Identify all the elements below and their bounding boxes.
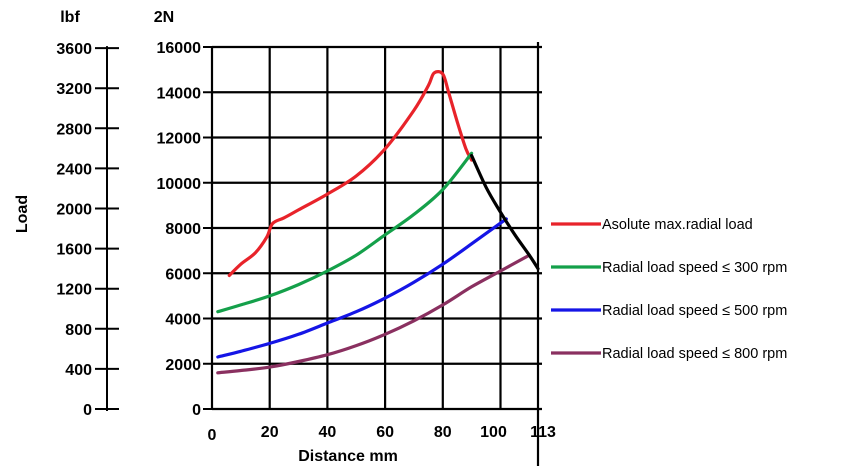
chart-grid <box>210 42 542 466</box>
newton-unit-label: 2N <box>154 9 174 26</box>
y-tick-label-n: 6000 <box>165 266 201 283</box>
x-tick-label: 40 <box>318 424 336 441</box>
series-line-4 <box>216 253 531 375</box>
y-tick-label-lbf: 3200 <box>56 81 92 98</box>
x-tick-label: 60 <box>376 424 394 441</box>
y-tick-label-lbf: 1200 <box>56 282 92 299</box>
legend-label-1: Asolute max.radial load <box>602 217 753 233</box>
x-axis-title: Distance mm <box>298 448 398 465</box>
y-tick-label-lbf: 2800 <box>56 121 92 138</box>
legend-label-3: Radial load speed ≤ 500 rpm <box>602 303 787 319</box>
y-tick-label-lbf: 2000 <box>56 202 92 219</box>
x-tick-label: 100 <box>480 424 507 441</box>
series-line-3 <box>216 217 508 359</box>
y-tick-label-lbf: 3600 <box>56 41 92 58</box>
y-tick-label-n: 12000 <box>157 131 202 148</box>
legend-label-2: Radial load speed ≤ 300 rpm <box>602 260 787 276</box>
y-tick-label-n: 0 <box>192 402 201 419</box>
chart-legend: Asolute max.radial load Radial load speed… <box>551 217 787 362</box>
y-tick-label-n: 8000 <box>165 221 201 238</box>
envelope-line <box>470 154 540 271</box>
series-line-2 <box>216 151 474 314</box>
y-tick-label-n: 4000 <box>165 312 201 329</box>
y-tick-label-lbf: 800 <box>65 322 92 339</box>
y-tick-label-n: 16000 <box>157 40 202 57</box>
y-tick-label-lbf: 0 <box>83 402 92 419</box>
x-tick-label: 0 <box>208 427 217 444</box>
chart-axes <box>95 46 212 411</box>
x-tick-label: 80 <box>434 424 452 441</box>
series-line-1 <box>227 70 474 278</box>
y-tick-label-lbf: 1600 <box>56 242 92 259</box>
chart-series <box>216 70 540 375</box>
y-tick-label-n: 2000 <box>165 357 201 374</box>
legend-label-4: Radial load speed ≤ 800 rpm <box>602 346 787 362</box>
x-tick-label: 113 <box>530 424 556 441</box>
y-tick-label-n: 14000 <box>157 85 202 102</box>
x-tick-label: 20 <box>261 424 279 441</box>
y-tick-label-lbf: 400 <box>65 362 92 379</box>
y-tick-label-n: 10000 <box>157 176 202 193</box>
y-tick-label-lbf: 2400 <box>56 161 92 178</box>
y-axis-title: Load <box>14 195 31 233</box>
lbf-unit-label: lbf <box>60 9 80 26</box>
